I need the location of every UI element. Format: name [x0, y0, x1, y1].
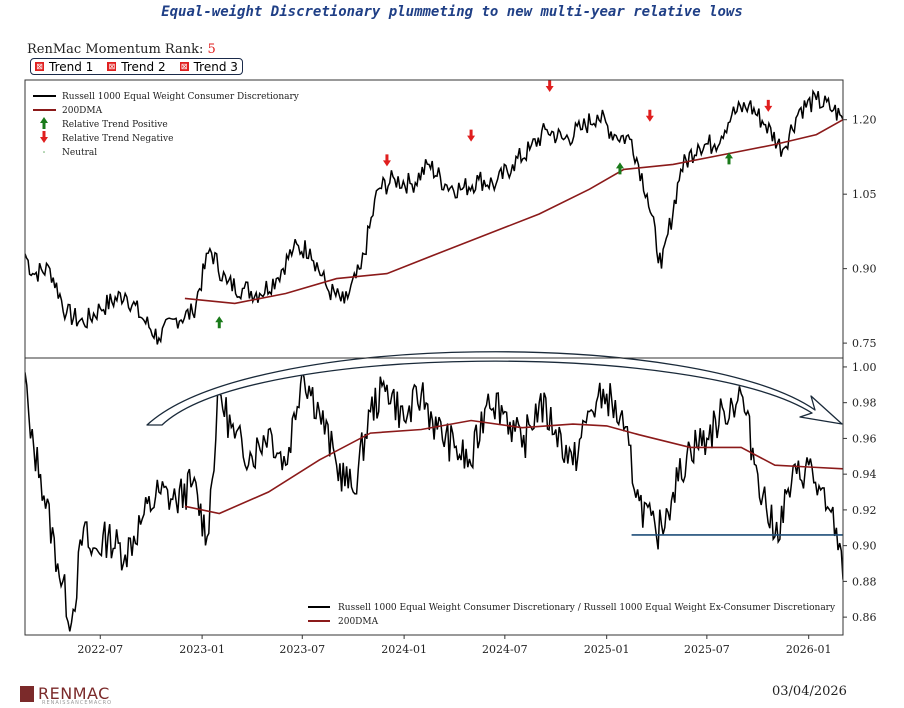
- bottom-plot-frame: [24, 357, 844, 636]
- bottom-panel: [25, 351, 843, 632]
- x-tick-label: 2022-07: [77, 643, 123, 656]
- bottom-y-tick-label: 0.90: [852, 540, 877, 553]
- x-tick-label: 2023-07: [279, 643, 325, 656]
- legend-label-positive: Relative Trend Positive: [62, 120, 168, 130]
- momentum-rank-value: 5: [207, 42, 216, 57]
- top-panel: [25, 80, 843, 345]
- top-y-tick-label: 0.75: [852, 337, 877, 350]
- positive-trend-marker: [724, 152, 733, 165]
- bottom-y-tick-label: 0.98: [852, 397, 877, 410]
- bottom-y-tick-label: 1.00: [852, 361, 877, 374]
- top-price-line: [25, 89, 843, 345]
- x-tick-label: 2025-07: [684, 643, 730, 656]
- chart-title: Equal-weight Discretionary plummeting to…: [161, 4, 743, 20]
- renmac-logo: RENMAC RENAISSANCEMACRO: [20, 684, 113, 706]
- legend-label-bottom-dma: 200DMA: [338, 617, 379, 627]
- bottom-legend: Russell 1000 Equal Weight Consumer Discr…: [308, 603, 836, 627]
- trend-3: ⊠ Trend 3: [179, 59, 238, 74]
- trend-1-label: Trend 1: [49, 59, 94, 74]
- legend-label-price: Russell 1000 Equal Weight Consumer Discr…: [62, 92, 300, 102]
- top-series-group: [25, 80, 843, 345]
- bottom-y-tick-label: 0.88: [852, 575, 877, 588]
- legend-label-ratio: Russell 1000 Equal Weight Consumer Discr…: [338, 603, 836, 613]
- axes: 0.75 0.90 1.05 1.20 Russell 1000 Equal Weigh…: [24, 79, 877, 656]
- top-200dma-line: [184, 119, 843, 305]
- negative-trend-marker: [545, 80, 554, 92]
- renmac-brand-sub: RENAISSANCEMACRO: [42, 700, 113, 706]
- bottom-y-tick-label: 0.96: [852, 432, 877, 445]
- legend-negative-arrow-icon: [40, 131, 48, 143]
- bottom-200dma-line: [184, 419, 843, 515]
- bottom-series-group: [25, 370, 843, 632]
- trend-3-label: Trend 3: [193, 59, 238, 74]
- x-tick-label: 2023-01: [179, 643, 225, 656]
- top-legend: Russell 1000 Equal Weight Consumer Discr…: [33, 92, 300, 158]
- positive-trend-marker: [215, 316, 224, 329]
- x-tick-label: 2024-01: [381, 643, 427, 656]
- curved-arrow-shape: [146, 351, 843, 426]
- trend-legend: ⊠ Trend 1 ⊠ Trend 2 ⊠ Trend 3: [30, 58, 243, 75]
- renmac-brand: RENMAC: [38, 684, 110, 703]
- top-y-tick-label: 1.05: [852, 188, 877, 201]
- negative-trend-marker: [645, 109, 654, 122]
- legend-neutral-dot-icon: [43, 151, 45, 153]
- legend-label-negative: Relative Trend Negative: [62, 134, 173, 144]
- bottom-y-tick-label: 0.86: [852, 611, 877, 624]
- trend-2: ⊠ Trend 2: [107, 59, 166, 74]
- x-tick-label: 2024-07: [482, 643, 528, 656]
- trend-1: ⊠ Trend 1: [35, 60, 93, 74]
- x-tick-label: 2026-01: [786, 643, 832, 656]
- top-y-tick-label: 1.20: [852, 114, 877, 127]
- legend-label-neutral: Neutral: [62, 148, 97, 158]
- negative-trend-marker: [764, 99, 773, 112]
- legend-positive-arrow-icon: [40, 117, 48, 129]
- x-tick-label: 2025-01: [584, 643, 630, 656]
- trend-2-icon: ⊠: [107, 62, 117, 71]
- trend-1-icon: ⊠: [35, 62, 44, 71]
- chart-date: 03/04/2026: [772, 684, 847, 699]
- top-y-tick-label: 0.90: [852, 263, 877, 276]
- bottom-y-tick-label: 0.94: [852, 468, 877, 481]
- trend-3-icon: ⊠: [179, 62, 189, 71]
- bottom-y-tick-label: 0.92: [852, 504, 877, 517]
- momentum-rank-label: RenMac Momentum Rank:: [27, 42, 208, 57]
- trend-2-label: Trend 2: [121, 59, 166, 74]
- positive-trend-marker: [615, 162, 624, 175]
- bottom-ratio-line: [25, 370, 843, 632]
- renmac-logo-mark-icon: [20, 685, 34, 702]
- negative-trend-marker: [382, 154, 391, 167]
- negative-trend-marker: [467, 129, 476, 142]
- curved-arrow-annotation: [146, 351, 843, 426]
- momentum-rank: RenMac Momentum Rank: 5: [27, 42, 216, 57]
- legend-label-dma: 200DMA: [62, 106, 103, 116]
